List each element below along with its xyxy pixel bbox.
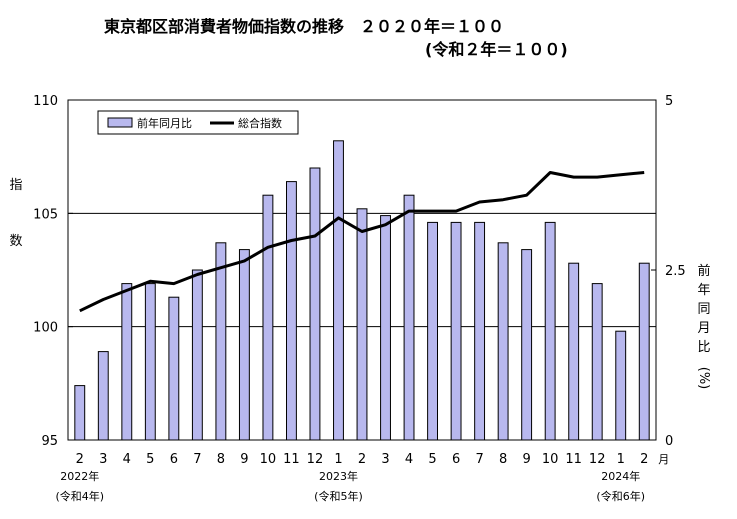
era-label: (令和4年) (55, 489, 104, 503)
bar (544, 221, 556, 441)
right-axis-label-unit: (%) (696, 367, 711, 390)
year-label: 2024年 (601, 469, 640, 483)
bar (309, 167, 321, 441)
right-axis-label: 前 年 同 月 比 (%) (696, 263, 711, 389)
bar (286, 181, 297, 441)
x-tick-label: 4 (123, 452, 131, 467)
x-tick-label: 11 (565, 452, 582, 467)
bar (497, 242, 509, 441)
right-tick-label: 0 (665, 434, 673, 449)
bar (262, 194, 274, 441)
legend-box (97, 110, 299, 135)
x-tick-label: 6 (170, 452, 178, 467)
legend-bar-label: 前年同月比 (137, 116, 192, 130)
bar (121, 283, 133, 441)
x-tick-label: 2 (76, 452, 84, 467)
bar (380, 215, 391, 441)
era-label: (令和5年) (314, 489, 363, 503)
right-axis-label-char-5: 比 (697, 340, 710, 355)
bar (74, 385, 86, 441)
bar (238, 249, 250, 441)
x-tick-label: 1 (617, 452, 625, 467)
year-label: 2022年 (60, 469, 99, 483)
x-tick-label: 2 (640, 452, 648, 467)
bar (638, 262, 650, 441)
bar (568, 262, 580, 441)
x-tick-label: 6 (452, 452, 460, 467)
year-label: 2023年 (319, 469, 358, 483)
bar (356, 208, 368, 441)
x-tick-label: 5 (146, 452, 154, 467)
chart-title: 東京都区部消費者物価指数の推移 ２０２０年＝１００ (104, 17, 504, 36)
left-tick-label: 95 (41, 434, 58, 449)
bar (168, 296, 180, 441)
bar (403, 194, 415, 441)
left-tick-label: 100 (33, 321, 58, 336)
right-axis: 02.55 (651, 94, 686, 449)
x-tick-label: 5 (428, 452, 436, 467)
chart-subtitle: (令和２年＝１００) (425, 40, 568, 59)
series-line (79, 171, 645, 313)
x-unit-label: 月 (658, 453, 669, 466)
x-axis: 2 3 4 5 6 7 8 9 10 11 12 1 2 3 4 5 6 7 8 9 10 11 12 1 2 月2022年(令和… (55, 452, 669, 503)
right-axis-label-char-3: 同 (697, 302, 710, 317)
x-tick-label: 2 (358, 452, 366, 467)
x-tick-label: 4 (405, 452, 413, 467)
left-axis-label-2: 数 (9, 234, 22, 249)
x-tick-label: 12 (307, 452, 324, 467)
right-axis-label-char-2: 年 (697, 283, 710, 298)
x-tick-label: 11 (283, 452, 300, 467)
left-axis: 95 100 105 110 (33, 94, 73, 449)
bar (474, 221, 486, 441)
x-tick-label: 8 (217, 452, 225, 467)
right-axis-label-char-4: 月 (697, 321, 710, 336)
legend-line-label: 総合指数 (238, 116, 282, 130)
x-tick-label: 10 (260, 452, 277, 467)
bar (215, 242, 227, 441)
legend: 前年同月比 総合指数 (97, 110, 299, 135)
x-tick-label: 9 (522, 452, 530, 467)
bar (615, 330, 627, 441)
era-label: (令和6年) (596, 489, 645, 503)
line-layer (79, 171, 645, 313)
bars-layer (74, 140, 650, 441)
left-tick-label: 110 (33, 94, 58, 109)
bar (521, 249, 533, 441)
x-tick-label: 10 (542, 452, 559, 467)
bar (144, 283, 156, 441)
x-tick-label: 3 (381, 452, 389, 467)
right-axis-label-char-1: 前 (697, 263, 710, 279)
x-tick-label: 7 (475, 452, 483, 467)
bar (450, 221, 462, 441)
bar (191, 269, 203, 441)
right-tick-label: 2.5 (665, 264, 686, 279)
right-tick-label: 5 (665, 94, 673, 109)
legend-bar-swatch (107, 117, 133, 128)
bar (427, 221, 438, 441)
x-tick-label: 9 (240, 452, 248, 467)
x-tick-label: 8 (499, 452, 507, 467)
x-tick-label: 7 (193, 452, 201, 467)
left-axis-label-1: 指 (9, 178, 22, 193)
x-tick-label: 3 (99, 452, 107, 467)
left-tick-label: 105 (33, 207, 58, 222)
x-tick-label: 1 (334, 452, 342, 467)
x-tick-label: 12 (589, 452, 606, 467)
bar (591, 283, 603, 441)
bar (97, 351, 109, 441)
bar (333, 140, 344, 441)
